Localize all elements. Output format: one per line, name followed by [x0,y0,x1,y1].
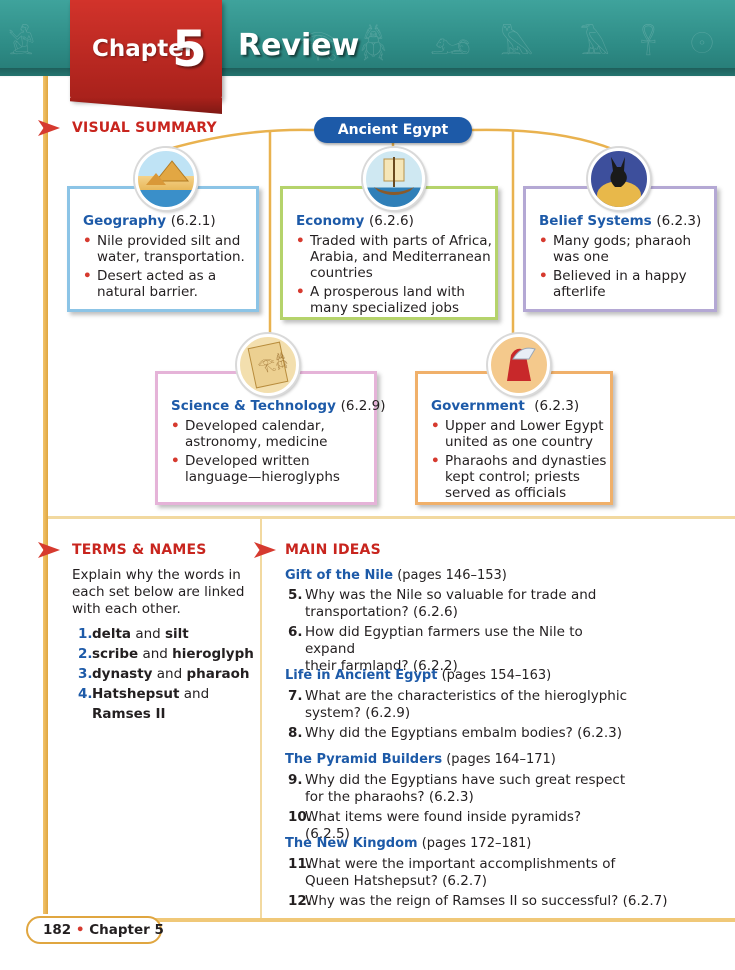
term: pharaoh [186,666,250,682]
list-item: Desert acted as a natural barrier. [83,268,253,300]
footer-chapter: Chapter 5 [89,922,164,938]
bottom-rule [43,918,735,922]
hieroglyph-decoration-icon: 𓆣 [360,27,387,62]
page-title: Review [238,28,360,63]
list-item: 2. scribe and hieroglyph [78,644,254,664]
item-number: 2. [78,646,93,662]
list-item: 3. dynasty and pharaoh [78,664,254,684]
term: Hatshepsut [92,686,180,702]
hieroglyph-decoration-icon: 𓅓 [500,27,534,62]
page-number: 182 [43,922,72,938]
term: hieroglyph [172,646,254,662]
government-box: Government (6.2.3) Upper and Lower Egypt… [415,371,613,505]
joiner: and [142,646,168,662]
government-title: Government (6.2.3) [431,398,580,414]
ancient-egypt-label: Ancient Egypt [314,117,472,143]
terms-intro: Explain why the words in each set below … [72,567,245,617]
joiner: and [156,666,183,682]
section-divider [48,516,735,519]
hieroglyph-decoration-icon: 𓃭 [430,27,471,62]
list-item: Traded with parts of Africa, Arabia, and… [296,233,494,281]
geography-bullets: Nile provided silt and water, transporta… [83,233,253,303]
page-number-tab [26,916,162,944]
list-item: Pharaohs and dynasties kept control; pri… [431,453,609,501]
chapter-label: Chapter [92,36,196,62]
crown-icon [488,334,550,396]
item-number: 4. [78,686,93,702]
question-item: 8. Why did the Egyptians embalm bodies? (… [288,725,622,741]
connector-lines [164,128,616,340]
hieroglyph-decoration-icon: 𓄿 [580,27,610,62]
section-arrow-icon [38,542,60,558]
economy-bullets: Traded with parts of Africa, Arabia, and… [296,233,494,319]
left-margin-rule [43,76,48,914]
hieroglyph-decoration-icon: 𓇳 [690,27,715,62]
main-ideas-subhead: Gift of the Nile (pages 146–153) [285,568,507,583]
pyramid-icon [135,148,197,210]
chapter-number: 5 [172,20,207,78]
question-item: 12. Why was the reign of Ramses II so suc… [288,893,668,909]
science-technology-title: Science & Technology (6.2.9) [171,398,386,414]
belief-systems-title: Belief Systems (6.2.3) [539,213,702,229]
hieroglyph-decoration-icon: 𓂀 [300,27,338,62]
terms-list: 1. delta and silt 2. scribe and hieroglyph… [78,624,254,724]
term: delta [92,626,132,642]
list-item: Upper and Lower Egypt united as one coun… [431,418,609,450]
joiner: and [183,686,210,702]
page-footer: 182 • Chapter 5 [43,922,164,938]
belief-systems-box: Belief Systems (6.2.3) Many gods; pharao… [523,186,717,312]
main-ideas-subhead: The Pyramid Builders (pages 164–171) [285,752,556,767]
term: silt [165,626,189,642]
terms-names-heading: TERMS & NAMES [72,542,207,558]
question-item: 10. What items were found inside pyramids… [288,809,582,842]
list-item: A prosperous land with many specialized … [296,284,494,316]
question-item: 6. How did Egyptian farmers use the Nile … [288,624,583,674]
item-number: 1. [78,626,93,642]
hieroglyph-tablet-icon: 𓂀𓆣 [237,334,299,396]
question-item: 7. What are the characteristics of the hi… [288,688,628,721]
hieroglyph-decoration-icon: 𓀀 [8,27,35,62]
economy-title: Economy (6.2.6) [296,213,414,229]
belief-systems-bullets: Many gods; pharaoh was one Believed in a… [539,233,711,303]
svg-text:𓂀𓆣: 𓂀𓆣 [256,351,289,375]
section-arrow-icon [254,542,276,558]
main-ideas-heading: MAIN IDEAS [285,542,381,558]
joiner: and [135,626,161,642]
list-item: Believed in a happy afterlife [539,268,711,300]
geography-title: Geography (6.2.1) [83,213,216,229]
list-item: 1. delta and silt [78,624,254,644]
main-ideas-subhead: The New Kingdom (pages 172–181) [285,836,532,851]
question-item: 5. Why was the Nile so valuable for trade… [288,587,597,620]
column-divider [260,519,262,918]
term: dynasty [92,666,153,682]
anubis-icon [588,148,650,210]
list-item: 4. Hatshepsut and Ramses II [78,684,254,724]
main-ideas-subhead: Life in Ancient Egypt (pages 154–163) [285,668,552,683]
hieroglyph-decoration-icon: 𓋹 [640,27,657,62]
list-item: Developed written language—hieroglyphs [171,453,373,485]
list-item: Nile provided silt and water, transporta… [83,233,253,265]
list-item: Developed calendar, astronomy, medicine [171,418,373,450]
question-item: 9. Why did the Egyptians have such great … [288,772,626,805]
banner-shadow [0,68,735,78]
government-bullets: Upper and Lower Egypt united as one coun… [431,418,609,504]
item-number: 3. [78,666,93,682]
science-technology-bullets: Developed calendar, astronomy, medicine … [171,418,373,488]
question-item: 11. What were the important accomplishmen… [288,856,616,889]
visual-summary-heading: VISUAL SUMMARY [72,120,217,136]
ship-icon [363,148,425,210]
list-item: Many gods; pharaoh was one [539,233,711,265]
term: Ramses II [92,706,166,722]
chapter-tab [70,0,222,100]
term: scribe [92,646,139,662]
